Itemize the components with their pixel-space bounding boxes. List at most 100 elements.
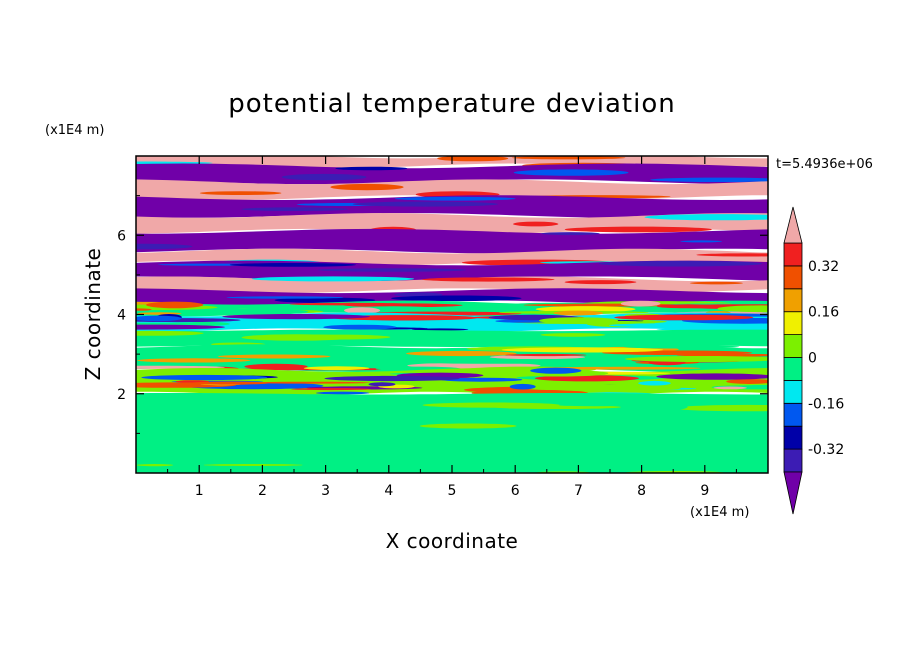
streak (535, 306, 636, 313)
streak (422, 332, 482, 338)
colorbar-swatch (783, 288, 803, 313)
streak (368, 382, 396, 387)
streak (477, 455, 639, 458)
x-tick-label: 9 (700, 483, 709, 499)
streak (713, 386, 747, 390)
streak (509, 383, 536, 390)
band-cool (136, 195, 768, 218)
streak (406, 350, 517, 357)
colorbar-swatch (783, 242, 803, 267)
y-axis-label: Z coordinate (81, 248, 105, 381)
streak (657, 403, 688, 410)
y-tick-label: 4 (117, 308, 126, 324)
streak (136, 324, 225, 330)
streak (424, 361, 583, 364)
streak (437, 156, 509, 162)
streak (623, 399, 703, 404)
streak (553, 310, 604, 316)
colorbar-tick-label: 0 (808, 351, 817, 367)
streak (542, 366, 701, 370)
band-neutral (136, 329, 768, 347)
streak (352, 201, 498, 207)
streak (203, 464, 303, 466)
x-axis-label: X coordinate (386, 529, 519, 553)
streak (303, 366, 370, 371)
x-tick-label: 4 (384, 483, 393, 499)
streak (324, 375, 460, 382)
streak (638, 380, 671, 386)
streak (250, 381, 370, 384)
streak (330, 183, 404, 191)
streak (680, 240, 723, 243)
streak (324, 421, 379, 424)
streak (217, 354, 331, 359)
x-tick-label: 3 (321, 483, 330, 499)
streak (281, 173, 367, 181)
colorbar-tick-label: -0.32 (808, 442, 844, 458)
streak (656, 304, 720, 309)
band-cool (136, 228, 768, 254)
streak (540, 333, 606, 337)
streak (222, 314, 370, 320)
streak (136, 464, 174, 467)
streak (335, 166, 408, 171)
streak (501, 347, 664, 353)
streak (620, 300, 661, 307)
streak (513, 169, 629, 176)
streak (564, 226, 712, 233)
streak (673, 404, 768, 412)
band-warm (136, 179, 768, 200)
streak (608, 323, 748, 328)
streak (625, 356, 768, 362)
streak (281, 334, 391, 340)
streak (717, 305, 768, 312)
x-tick-label: 8 (637, 483, 646, 499)
streak (656, 373, 768, 380)
streak (614, 314, 754, 321)
x-tick-label: 7 (574, 483, 583, 499)
colorbar: 0.32 0.16 0 -0.16 -0.32 (783, 206, 844, 515)
x-tick-label: 6 (511, 483, 520, 499)
streak (136, 417, 205, 423)
colorbar-swatch (783, 357, 803, 381)
streak (274, 297, 376, 303)
contour-field (136, 156, 768, 473)
streak (525, 384, 681, 392)
streak (229, 263, 357, 267)
streak (696, 253, 768, 257)
streak (189, 381, 269, 385)
colorbar-swatch (783, 311, 803, 336)
streak (564, 280, 637, 285)
streak (598, 260, 763, 267)
streak (430, 465, 542, 470)
streak (137, 358, 251, 363)
colorbar-tick-label: 0.16 (808, 305, 839, 321)
y-tick-label: 2 (117, 387, 126, 403)
colorbar-swatch (783, 334, 803, 358)
streak (558, 404, 632, 407)
y-unit-label: (x1E4 m) (45, 123, 104, 138)
x-axis-ticks: 1 2 3 4 5 6 7 8 9 (167, 156, 737, 499)
streak (534, 375, 640, 382)
streak (623, 345, 740, 349)
streak (419, 423, 517, 429)
y-tick-label: 6 (117, 228, 126, 244)
streak (136, 315, 182, 322)
x-unit-label: (x1E4 m) (690, 505, 749, 520)
streak (422, 277, 555, 282)
streak (411, 328, 469, 331)
x-tick-label: 1 (195, 483, 204, 499)
streak (136, 370, 209, 373)
streak (251, 276, 415, 282)
streak (226, 296, 344, 299)
colorbar-tick-label: 0.32 (808, 259, 839, 275)
streak (511, 156, 626, 160)
streak (391, 295, 522, 302)
streak (489, 355, 586, 360)
chart-title: potential temperature deviation (228, 89, 675, 119)
streak (394, 196, 516, 201)
streak (141, 374, 268, 381)
x-tick-label: 5 (448, 483, 457, 499)
streak (726, 379, 768, 384)
streak (146, 301, 204, 309)
